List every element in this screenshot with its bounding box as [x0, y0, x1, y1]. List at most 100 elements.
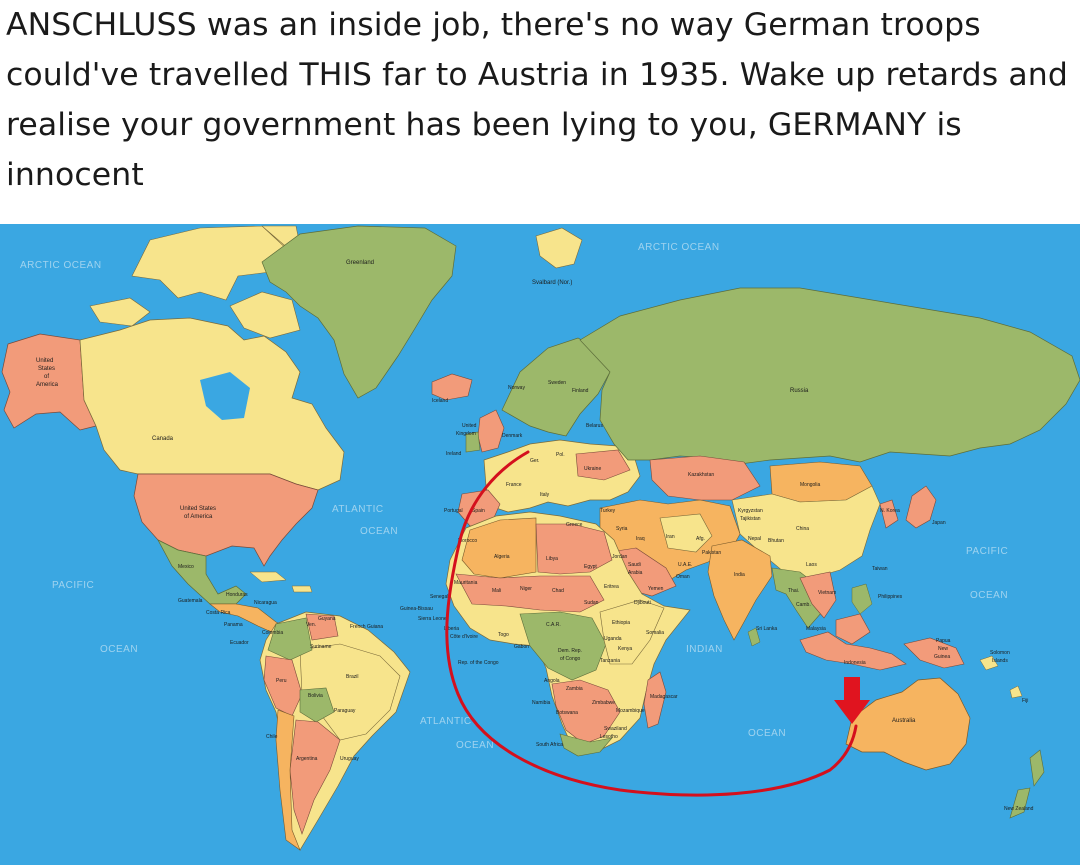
- philippines-land: [851, 583, 873, 615]
- country-label: Niger: [520, 586, 532, 592]
- country-label: States: [38, 366, 55, 372]
- country-label: Jordan: [612, 554, 628, 560]
- ocean-label: OCEAN: [456, 740, 494, 751]
- country-label: Japan: [932, 520, 946, 526]
- country-label: Sierra Leone: [418, 616, 447, 622]
- country-label: Mauritania: [454, 580, 478, 586]
- country-label: Ireland: [446, 451, 462, 457]
- country-label: Angola: [544, 678, 560, 684]
- country-label: Bhutan: [768, 538, 784, 544]
- country-label: French Guiana: [350, 624, 383, 630]
- world-map-svg: ARCTIC OCEAN ARCTIC OCEAN ATLANTIC OCEAN…: [1, 225, 1080, 851]
- country-label: Arabia: [628, 570, 643, 576]
- country-label: Uruguay: [340, 756, 359, 762]
- ocean-label: ATLANTIC: [420, 716, 472, 727]
- country-label: Vietnam: [818, 590, 836, 596]
- country-label: Dem. Rep.: [558, 648, 582, 654]
- ukraine-region: [575, 449, 631, 481]
- country-label: Tanzania: [600, 658, 620, 664]
- country-label: Saudi: [628, 562, 641, 568]
- country-label: Peru: [276, 678, 287, 684]
- country-label: India: [734, 572, 745, 578]
- country-label: Turkey: [600, 508, 616, 514]
- country-label: Belarus: [586, 423, 603, 429]
- country-label: Djibouti: [634, 600, 651, 606]
- southern-africa-region: [551, 679, 621, 745]
- greenland-land: [261, 225, 457, 399]
- country-label: U.A.E.: [678, 562, 692, 568]
- ocean-label: ATLANTIC: [332, 504, 384, 515]
- country-label: Camb.: [796, 602, 811, 608]
- country-label: N. Korea: [880, 508, 900, 514]
- country-label: France: [506, 482, 522, 488]
- country-label: Thai.: [788, 588, 799, 594]
- country-label: Mexico: [178, 564, 194, 570]
- country-label: China: [796, 526, 809, 532]
- country-label: New Zealand: [1004, 806, 1034, 812]
- country-label: New: [938, 646, 948, 652]
- country-label: Ukraine: [584, 466, 601, 472]
- country-label: Chad: [552, 588, 564, 594]
- country-label: Gabon: [514, 644, 529, 650]
- country-label: Kazakhstan: [688, 472, 714, 478]
- country-label: Egypt: [584, 564, 597, 570]
- country-label: Guinea-Bissau: [400, 606, 433, 612]
- country-label: Zimbabwe: [592, 700, 615, 706]
- country-label: Ethiopia: [612, 620, 630, 626]
- country-label: Greece: [566, 522, 583, 528]
- country-label: Botswana: [556, 710, 578, 716]
- country-label: Italy: [540, 492, 550, 498]
- country-label: of Congo: [560, 656, 581, 662]
- country-label: Sweden: [548, 380, 566, 386]
- country-label: Lesotho: [600, 734, 618, 740]
- korea-japan: [879, 485, 937, 529]
- pacific-islands: [979, 655, 1023, 699]
- country-label: Sudan: [584, 600, 599, 606]
- ocean-label: OCEAN: [970, 590, 1008, 601]
- country-label: Liberia: [444, 626, 459, 632]
- bolivia-region: [299, 687, 335, 723]
- country-label: Mali: [492, 588, 501, 594]
- country-label: Laos: [806, 562, 817, 568]
- ocean-label: ARCTIC OCEAN: [638, 242, 720, 253]
- ocean-label: PACIFIC: [52, 580, 94, 591]
- venezuela-region: [305, 613, 339, 641]
- country-labels: Greenland Svalbard (Nor.) United States …: [36, 260, 1034, 812]
- country-label: Ecuador: [230, 640, 249, 646]
- ocean-label: INDIAN: [686, 644, 723, 655]
- country-label: Suriname: [310, 644, 332, 650]
- route-line: [445, 450, 858, 797]
- country-label: Norway: [508, 385, 525, 391]
- country-label: of: [44, 374, 49, 380]
- country-label: Taiwan: [872, 566, 888, 572]
- iran-region: [659, 513, 713, 553]
- country-label: Rep. of the Congo: [458, 660, 499, 666]
- country-label: Philippines: [878, 594, 903, 600]
- australia-land: [845, 677, 971, 771]
- country-label: Australia: [892, 718, 916, 724]
- svalbard-land: [535, 227, 583, 269]
- country-label: Guyana: [318, 616, 336, 622]
- country-label: Fiji: [1022, 698, 1028, 704]
- country-label: Guatemala: [178, 598, 203, 604]
- russia-land: [579, 287, 1080, 465]
- ireland-land: [465, 431, 481, 453]
- country-label: Kyrgyzstan: [738, 508, 763, 514]
- ocean-label: PACIFIC: [966, 546, 1008, 557]
- country-label: Spain: [472, 508, 485, 514]
- country-label: Madagascar: [650, 694, 678, 700]
- hudson-bay: [200, 372, 250, 420]
- country-label: Iran: [666, 534, 675, 540]
- country-label: Côte d'Ivoire: [450, 634, 478, 640]
- country-label: Pakistan: [702, 550, 721, 556]
- country-label: Finland: [572, 388, 589, 394]
- country-label: United States: [180, 506, 216, 512]
- country-label: Portugal: [444, 508, 463, 514]
- country-label: Syria: [616, 526, 628, 532]
- uk-land: [477, 409, 505, 453]
- sahel-region: [455, 573, 605, 613]
- country-label: Eritrea: [604, 584, 619, 590]
- country-label: Kenya: [618, 646, 632, 652]
- north-africa-region: [461, 517, 537, 579]
- country-label: Libya: [546, 556, 558, 562]
